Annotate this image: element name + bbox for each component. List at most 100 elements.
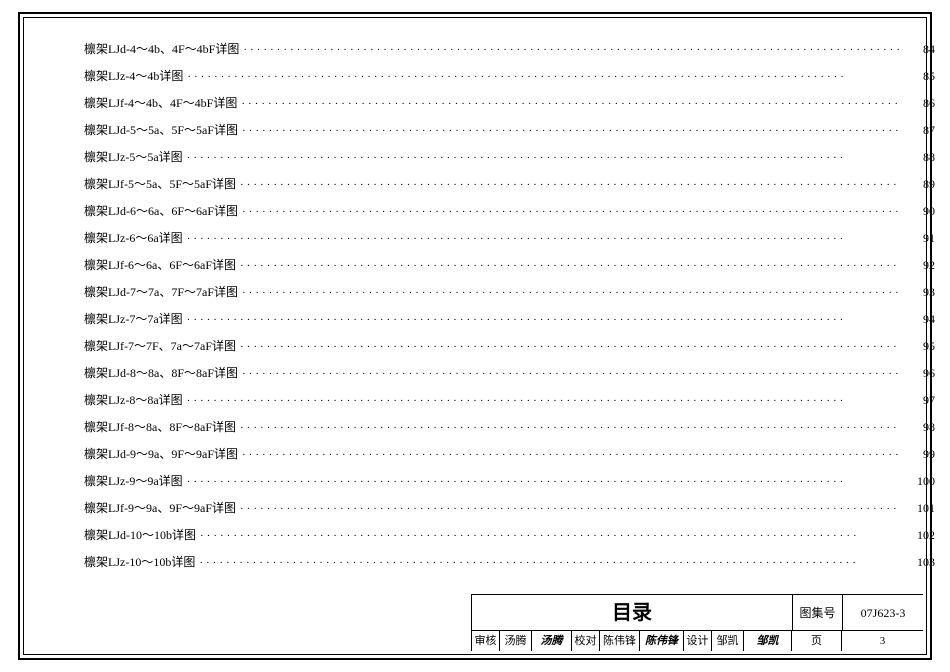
toc-entry-label: 檩架LJf-9～9a、9F～9aF详图	[84, 495, 236, 521]
toc-entry: 檩架LJz-6～6a详图 91	[84, 225, 935, 252]
toc-entry-label: 檩架LJd-7～7a、7F～7aF详图	[84, 279, 238, 305]
page-number: 3	[842, 631, 923, 651]
toc-entry-page: 94	[907, 306, 935, 332]
toc-entry-label: 檩架LJd-5～5a、5F～5aF详图	[84, 117, 238, 143]
title-block-bottom: 审核 汤腾 汤腾 校对 陈伟锋 陈伟锋 设计 邹凯 邹凯 页 3	[472, 631, 923, 651]
toc-entry-page: 102	[907, 522, 935, 548]
design-name: 邹凯	[712, 631, 744, 651]
toc-entry-page: 87	[907, 117, 935, 143]
toc-dot-leader	[183, 388, 907, 414]
toc-dot-leader	[196, 523, 907, 549]
toc-entry-page: 99	[907, 441, 935, 467]
toc-entry-label: 檩架LJz-9～9a详图	[84, 468, 183, 494]
toc-entry: 檩架LJz-5～5a详图 88	[84, 144, 935, 171]
toc-entry: 檩架LJz-4～4b详图 85	[84, 63, 935, 90]
toc-entry-label: 檩架LJf-4～4b、4F～4bF详图	[84, 90, 237, 116]
toc-entry-page: 90	[907, 198, 935, 224]
toc-dot-leader	[236, 415, 907, 441]
toc-entry-label: 檩架LJd-6～6a、6F～6aF详图	[84, 198, 238, 224]
toc-entry-page: 93	[907, 279, 935, 305]
toc-entry-page: 103	[907, 549, 935, 575]
toc-entry-label: 檩架LJd-9～9a、9F～9aF详图	[84, 441, 238, 467]
toc-entry-label: 檩架LJz-4～4b详图	[84, 63, 183, 89]
toc-dot-leader	[195, 550, 907, 576]
toc-entry: 檩架LJz-10～10b详图 103	[84, 549, 935, 576]
toc-dot-leader	[183, 145, 907, 171]
toc-entry: 檩架LJd-9～9a、9F～9aF详图 99	[84, 441, 935, 468]
toc-entry-label: 檩架LJd-10～10b详图	[84, 522, 196, 548]
toc-dot-leader	[183, 226, 907, 252]
toc-entry-page: 85	[907, 63, 935, 89]
toc-entry: 檩架LJd-6～6a、6F～6aF详图 90	[84, 198, 935, 225]
toc-dot-leader	[238, 361, 907, 387]
toc-entry: 檩架LJd-7～7a、7F～7aF详图 93	[84, 279, 935, 306]
title-block-top: 目录 图集号 07J623-3	[472, 595, 923, 631]
toc-entry-label: 檩架LJz-6～6a详图	[84, 225, 183, 251]
toc-entry: 檩架LJz-9～9a详图100	[84, 468, 935, 495]
toc-dot-leader	[183, 307, 907, 333]
toc-entry-page: 97	[907, 387, 935, 413]
toc-entry: 檩架LJf-4～4b、4F～4bF详图 86	[84, 90, 935, 117]
toc-entry-page: 98	[907, 414, 935, 440]
toc-entry-label: 檩架LJz-10～10b详图	[84, 549, 195, 575]
toc-dot-leader	[238, 442, 907, 468]
toc-entry-page: 89	[907, 171, 935, 197]
toc-entry-label: 檩架LJz-8～8a详图	[84, 387, 183, 413]
drawing-set-number: 07J623-3	[843, 595, 923, 630]
toc-dot-leader	[237, 91, 907, 117]
toc-dot-leader	[238, 118, 907, 144]
toc-dot-leader	[239, 37, 907, 63]
toc-entry: 檩架LJd-8～8a、8F～8aF详图 96	[84, 360, 935, 387]
toc-entry-page: 84	[907, 36, 935, 62]
proof-signature: 陈伟锋	[640, 631, 684, 651]
toc-entry: 檩架LJd-4～4b、4F～4bF详图 84	[84, 36, 935, 63]
toc-entry: 檩架LJf-5～5a、5F～5aF详图 89	[84, 171, 935, 198]
design-signature: 邹凯	[744, 631, 792, 651]
toc-dot-leader	[236, 172, 907, 198]
toc-entry-page: 88	[907, 144, 935, 170]
toc-entry-label: 檩架LJf-7～7F、7a～7aF详图	[84, 333, 236, 359]
proof-name: 陈伟锋	[600, 631, 640, 651]
toc-dot-leader	[236, 334, 907, 360]
toc-entry: 檩架LJz-7～7a详图 94	[84, 306, 935, 333]
proof-label: 校对	[572, 631, 600, 651]
toc-entry-page: 92	[907, 252, 935, 278]
toc-entry-label: 檩架LJz-7～7a详图	[84, 306, 183, 332]
toc-dot-leader	[236, 253, 907, 279]
review-name: 汤腾	[500, 631, 532, 651]
toc-entry-label: 檩架LJf-6～6a、6F～6aF详图	[84, 252, 236, 278]
toc-content: 檩架LJd-4～4b、4F～4bF详图84檩架LJz-4～4b详图85檩架LJf…	[84, 36, 876, 574]
inner-border: 檩架LJd-4～4b、4F～4bF详图84檩架LJz-4～4b详图85檩架LJf…	[23, 17, 927, 655]
review-signature: 汤腾	[532, 631, 572, 651]
toc-entry-page: 101	[907, 495, 935, 521]
review-label: 审核	[472, 631, 500, 651]
toc-entry-page: 86	[907, 90, 935, 116]
toc-column-left: 檩架LJd-4～4b、4F～4bF详图84檩架LJz-4～4b详图85檩架LJf…	[84, 36, 935, 574]
page-label: 页	[792, 631, 842, 651]
drawing-set-label: 图集号	[793, 595, 843, 630]
toc-dot-leader	[238, 280, 907, 306]
toc-entry-page: 96	[907, 360, 935, 386]
toc-entry: 檩架LJd-5～5a、5F～5aF详图 87	[84, 117, 935, 144]
toc-dot-leader	[183, 64, 907, 90]
toc-entry-label: 檩架LJf-5～5a、5F～5aF详图	[84, 171, 236, 197]
outer-border: 檩架LJd-4～4b、4F～4bF详图84檩架LJz-4～4b详图85檩架LJf…	[18, 12, 932, 660]
toc-entry: 檩架LJz-8～8a详图 97	[84, 387, 935, 414]
toc-entry: 檩架LJf-9～9a、9F～9aF详图 101	[84, 495, 935, 522]
design-label: 设计	[684, 631, 712, 651]
toc-entry: 檩架LJf-7～7F、7a～7aF详图 95	[84, 333, 935, 360]
toc-entry-page: 95	[907, 333, 935, 359]
toc-entry-label: 檩架LJz-5～5a详图	[84, 144, 183, 170]
toc-dot-leader	[236, 496, 907, 522]
toc-entry-label: 檩架LJf-8～8a、8F～8aF详图	[84, 414, 236, 440]
toc-entry: 檩架LJd-10～10b详图 102	[84, 522, 935, 549]
toc-entry-page: 91	[907, 225, 935, 251]
toc-entry-label: 檩架LJd-4～4b、4F～4bF详图	[84, 36, 239, 62]
toc-dot-leader	[238, 199, 907, 225]
toc-entry: 檩架LJf-8～8a、8F～8aF详图 98	[84, 414, 935, 441]
doc-title: 目录	[472, 595, 793, 630]
toc-dot-leader	[183, 469, 907, 495]
title-block: 目录 图集号 07J623-3 审核 汤腾 汤腾 校对 陈伟锋 陈伟锋 设计 邹…	[471, 594, 923, 651]
toc-entry-label: 檩架LJd-8～8a、8F～8aF详图	[84, 360, 238, 386]
toc-entry: 檩架LJf-6～6a、6F～6aF详图 92	[84, 252, 935, 279]
